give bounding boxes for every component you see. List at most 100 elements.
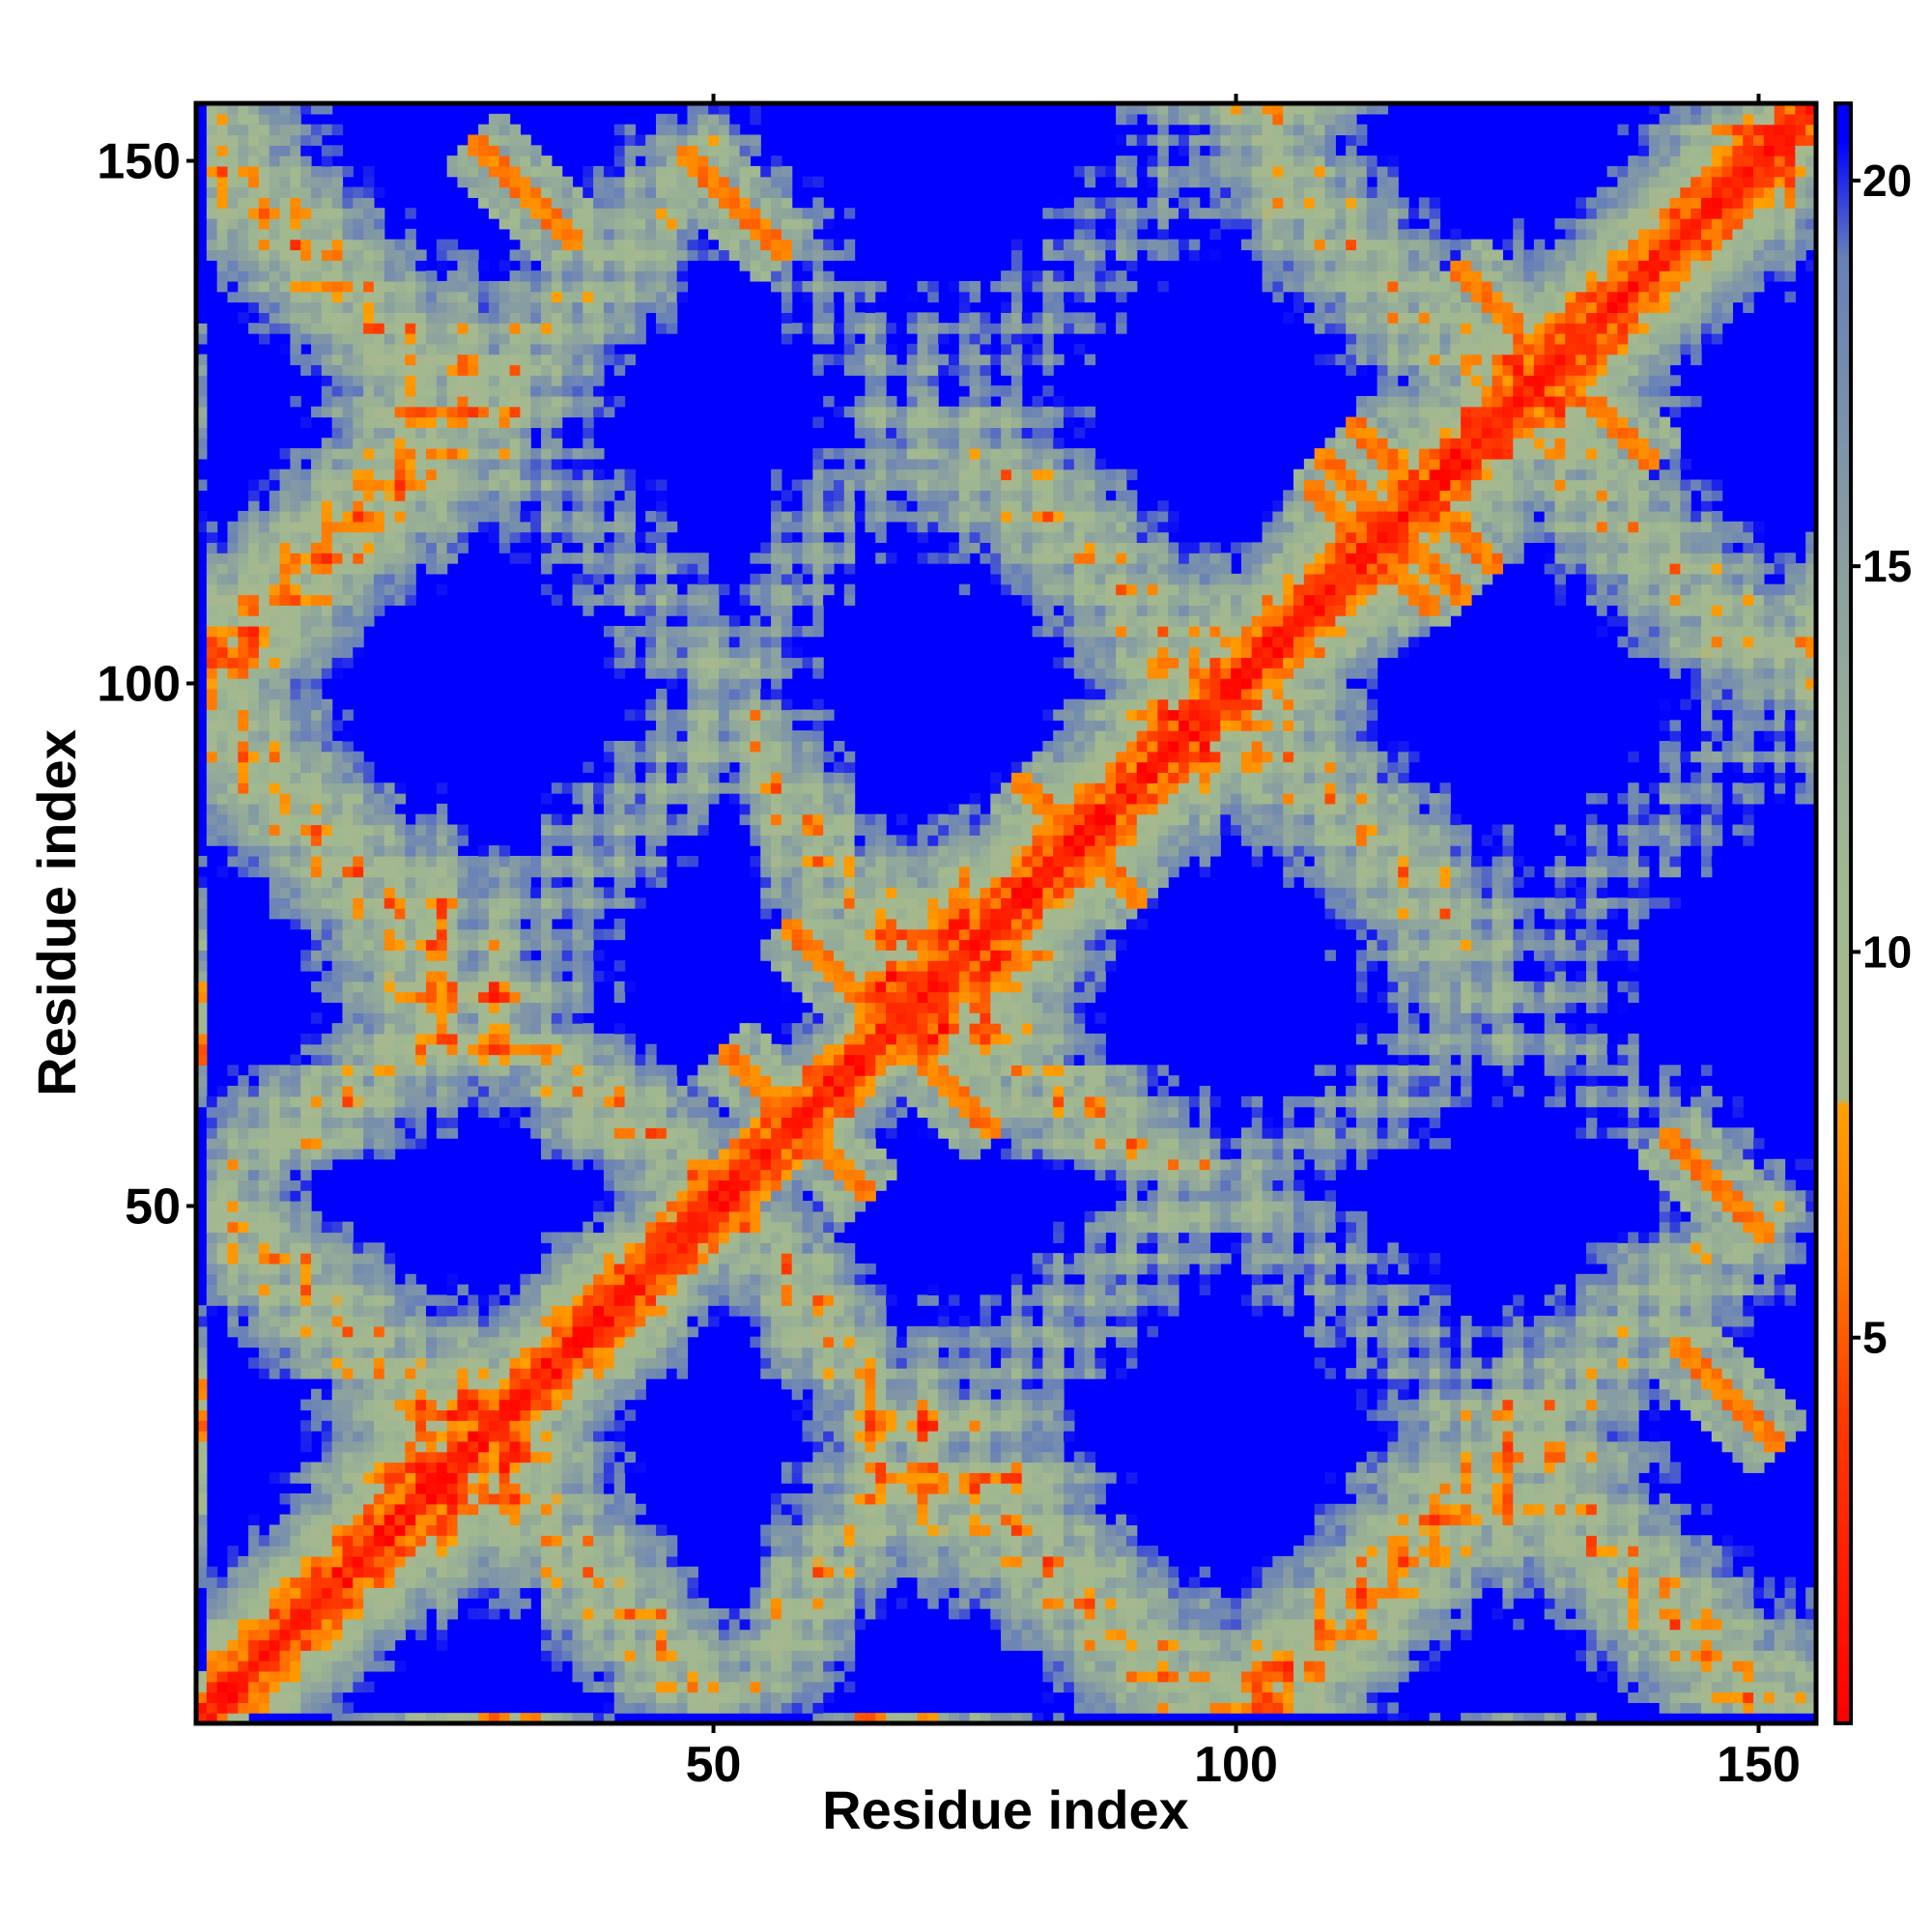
heatmap-cell: [279, 103, 291, 115]
heatmap-cell: [415, 521, 427, 533]
heatmap-cell: [321, 1305, 333, 1317]
heatmap-cell: [468, 928, 479, 941]
heatmap-cell: [248, 1691, 260, 1703]
heatmap-cell: [624, 1054, 637, 1065]
heatmap-cell: [227, 845, 239, 857]
heatmap-cell: [342, 469, 354, 481]
heatmap-cell: [363, 939, 375, 951]
heatmap-cell: [394, 364, 406, 376]
heatmap-cell: [238, 803, 249, 815]
heatmap-cell: [331, 720, 344, 731]
heatmap-cell: [394, 1524, 406, 1536]
heatmap-cell: [363, 375, 375, 386]
heatmap-cell: [426, 1546, 438, 1557]
heatmap-cell: [478, 469, 490, 481]
heatmap-cell: [290, 1253, 301, 1264]
heatmap-cell: [572, 887, 583, 898]
heatmap-cell: [384, 1451, 396, 1463]
heatmap-cell: [645, 740, 657, 753]
heatmap-cell: [248, 866, 260, 878]
heatmap-cell: [478, 1012, 490, 1024]
heatmap-cell: [342, 280, 354, 293]
heatmap-cell: [405, 1555, 416, 1568]
heatmap-cell: [196, 521, 208, 533]
heatmap-cell: [373, 803, 385, 815]
heatmap-cell: [405, 876, 416, 889]
heatmap-cell: [561, 1253, 574, 1264]
heatmap-cell: [258, 835, 270, 846]
heatmap-cell: [311, 636, 323, 648]
heatmap-cell: [279, 866, 291, 878]
heatmap-cell: [269, 124, 281, 136]
heatmap-cell: [635, 761, 646, 774]
heatmap-cell: [321, 1399, 333, 1411]
heatmap-cell: [656, 479, 668, 491]
heatmap-cell: [645, 1325, 657, 1338]
heatmap-cell: [509, 197, 521, 209]
heatmap-cell: [279, 887, 291, 898]
heatmap-cell: [468, 1431, 479, 1442]
heatmap-cell: [541, 521, 553, 533]
heatmap-cell: [415, 1607, 427, 1620]
heatmap-cell: [488, 1535, 500, 1547]
heatmap-cell: [300, 1148, 312, 1160]
heatmap-cell: [613, 1661, 626, 1672]
heatmap-cell: [321, 186, 333, 198]
heatmap-cell: [269, 1201, 281, 1212]
heatmap-cell: [269, 260, 281, 271]
heatmap-cell: [363, 416, 375, 428]
heatmap-cell: [541, 1409, 553, 1421]
heatmap-cell: [436, 1462, 448, 1473]
heatmap-cell: [311, 740, 323, 753]
heatmap-cell: [227, 1242, 239, 1254]
heatmap-cell: [613, 1587, 626, 1599]
heatmap-cell: [384, 1431, 396, 1442]
heatmap-cell: [363, 897, 375, 909]
heatmap-cell: [488, 980, 500, 993]
heatmap-cell: [373, 1284, 385, 1296]
heatmap-cell: [300, 301, 312, 313]
heatmap-cell: [551, 1232, 563, 1243]
heatmap-cell: [478, 971, 490, 982]
heatmap-cell: [530, 490, 542, 501]
heatmap-cell: [645, 594, 657, 606]
heatmap-cell: [353, 971, 364, 982]
heatmap-cell: [582, 395, 594, 408]
heatmap-cell: [520, 165, 531, 178]
heatmap-cell: [666, 1086, 678, 1097]
heatmap-cell: [227, 824, 239, 836]
heatmap-cell: [311, 678, 323, 690]
heatmap-cell: [582, 1713, 594, 1724]
heatmap-cell: [238, 866, 249, 878]
heatmap-cell: [331, 1043, 344, 1056]
heatmap-cell: [353, 583, 364, 596]
heatmap-cell: [342, 1294, 354, 1306]
heatmap-cell: [300, 228, 312, 241]
heatmap-cell: [645, 1190, 657, 1202]
heatmap-cell: [415, 1503, 427, 1516]
heatmap-cell: [613, 312, 626, 324]
heatmap-cell: [613, 1095, 626, 1108]
heatmap-cell: [530, 1127, 542, 1139]
heatmap-cell: [311, 625, 323, 638]
heatmap-cell: [353, 406, 364, 418]
heatmap-cell: [269, 280, 281, 293]
heatmap-cell: [405, 312, 416, 324]
heatmap-cell: [561, 813, 574, 826]
heatmap-cell: [216, 1158, 229, 1171]
heatmap-cell: [331, 280, 344, 293]
heatmap-cell: [624, 1503, 637, 1516]
heatmap-cell: [530, 1388, 542, 1401]
heatmap-cell: [248, 657, 260, 668]
heatmap-cell: [248, 720, 260, 731]
heatmap-cell: [363, 458, 375, 470]
heatmap-cell: [196, 1357, 208, 1369]
heatmap-cell: [238, 1106, 249, 1119]
heatmap-cell: [311, 688, 323, 700]
heatmap-cell: [603, 301, 615, 313]
heatmap-cell: [478, 1420, 490, 1432]
heatmap-cell: [635, 186, 646, 198]
heatmap-cell: [363, 1253, 375, 1264]
heatmap-cell: [561, 1002, 574, 1013]
heatmap-cell: [656, 688, 668, 700]
